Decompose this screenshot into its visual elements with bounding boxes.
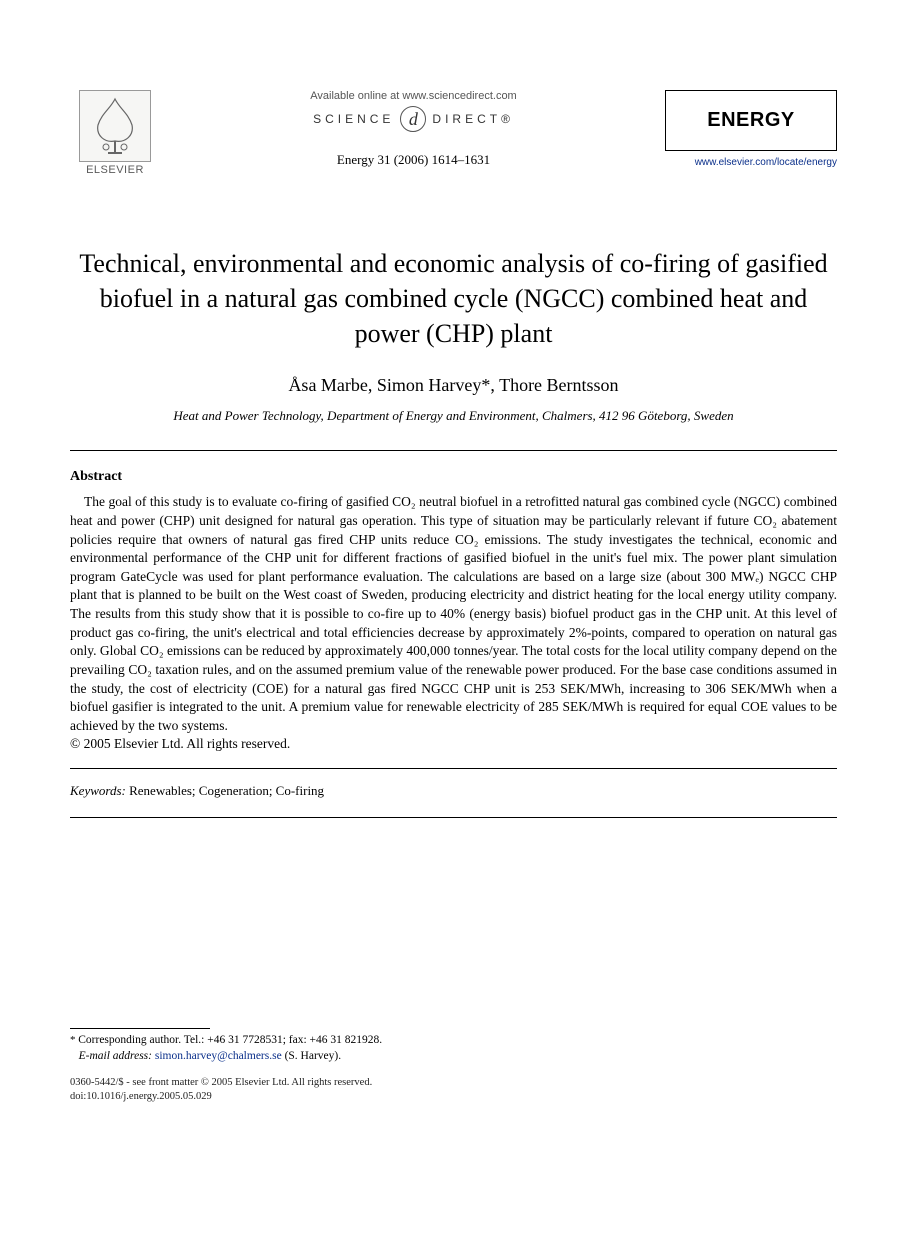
author-email[interactable]: simon.harvey@chalmers.se bbox=[152, 1050, 282, 1062]
rule-top bbox=[70, 450, 837, 451]
rule-bottom bbox=[70, 817, 837, 818]
sd-right: DIRECT® bbox=[432, 112, 514, 126]
authors-text: Åsa Marbe, Simon Harvey*, Thore Berntsso… bbox=[288, 375, 618, 395]
corresponding-author-footnote: * Corresponding author. Tel.: +46 31 772… bbox=[70, 1033, 837, 1064]
footnote-star-icon: * bbox=[70, 1034, 78, 1046]
citation-line: Energy 31 (2006) 1614–1631 bbox=[337, 152, 490, 168]
abstract-body: The goal of this study is to evaluate co… bbox=[70, 493, 837, 754]
abstract-paragraph: The goal of this study is to evaluate co… bbox=[70, 493, 837, 735]
journal-name-box: ENERGY bbox=[665, 90, 837, 151]
elsevier-tree-icon bbox=[79, 90, 151, 162]
corr-text: Corresponding author. Tel.: +46 31 77285… bbox=[78, 1034, 382, 1046]
authors-line: Åsa Marbe, Simon Harvey*, Thore Berntsso… bbox=[70, 375, 837, 396]
keywords-line: Keywords: Renewables; Cogeneration; Co-f… bbox=[70, 783, 837, 799]
page-root: ELSEVIER Available online at www.science… bbox=[0, 0, 907, 1163]
header: ELSEVIER Available online at www.science… bbox=[70, 90, 837, 176]
doi-line: doi:10.1016/j.energy.2005.05.029 bbox=[70, 1090, 837, 1104]
abstract-heading: Abstract bbox=[70, 469, 837, 485]
rule-mid bbox=[70, 768, 837, 769]
footnote-separator bbox=[70, 1028, 210, 1029]
affiliation: Heat and Power Technology, Department of… bbox=[70, 408, 837, 424]
available-online-line: Available online at www.sciencedirect.co… bbox=[310, 90, 516, 102]
journal-block: ENERGY www.elsevier.com/locate/energy bbox=[667, 90, 837, 168]
doi-block: 0360-5442/$ - see front matter © 2005 El… bbox=[70, 1076, 837, 1103]
keywords-values: Renewables; Cogeneration; Co-firing bbox=[126, 783, 324, 798]
journal-url[interactable]: www.elsevier.com/locate/energy bbox=[695, 157, 837, 168]
keywords-label: Keywords: bbox=[70, 783, 126, 798]
article-title: Technical, environmental and economic an… bbox=[70, 246, 837, 351]
email-label: E-mail address: bbox=[79, 1050, 152, 1062]
publisher-block: ELSEVIER bbox=[70, 90, 160, 176]
front-matter-line: 0360-5442/$ - see front matter © 2005 El… bbox=[70, 1076, 837, 1090]
sd-d-icon: d bbox=[400, 106, 426, 132]
email-suffix: (S. Harvey). bbox=[282, 1050, 341, 1062]
sd-left: SCIENCE bbox=[313, 112, 394, 126]
publisher-label: ELSEVIER bbox=[86, 164, 144, 176]
copyright-line: © 2005 Elsevier Ltd. All rights reserved… bbox=[70, 735, 837, 754]
sciencedirect-logo: SCIENCE d DIRECT® bbox=[313, 106, 514, 132]
center-header: Available online at www.sciencedirect.co… bbox=[160, 90, 667, 172]
